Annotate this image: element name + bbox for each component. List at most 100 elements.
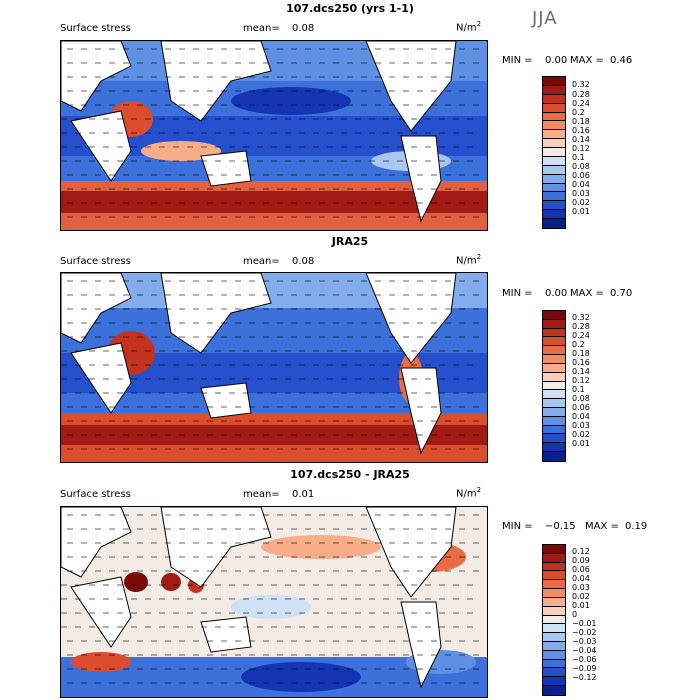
units-label: N/m2 xyxy=(456,486,482,500)
mean-label: mean= xyxy=(243,489,280,500)
min-value: 0.00 xyxy=(545,288,568,299)
min-label: MIN = xyxy=(502,521,533,532)
colorbar-tick: −0.09 xyxy=(572,664,597,673)
colorbar-swatch xyxy=(543,452,565,461)
colorbar-swatch xyxy=(543,545,565,554)
colorbar-tick: 0.06 xyxy=(572,171,590,180)
colorbar-swatch xyxy=(543,156,565,166)
colorbar-tick: 0.12 xyxy=(572,376,590,385)
colorbar-swatch xyxy=(543,355,565,364)
colorbar-tick: 0.06 xyxy=(572,565,590,574)
colorbar-tick: 0.12 xyxy=(572,144,590,153)
colorbar-swatch xyxy=(543,103,565,113)
colorbar-swatch xyxy=(543,372,565,382)
colorbar-swatch xyxy=(543,633,565,642)
season-label: JJA xyxy=(532,8,558,29)
max-label: MAX = xyxy=(585,521,619,532)
colorbar-swatch xyxy=(543,668,565,678)
colorbar-tick: 0.1 xyxy=(572,153,585,162)
map-panel xyxy=(60,40,488,231)
colorbar-tick: 0.28 xyxy=(572,322,590,331)
colorbar-swatch xyxy=(543,390,565,400)
mean-label: mean= xyxy=(243,256,280,267)
field-map xyxy=(61,507,487,697)
colorbar-swatch xyxy=(543,580,565,590)
colorbar-swatch xyxy=(543,399,565,408)
max-label: MAX = xyxy=(570,55,604,66)
colorbar-swatch xyxy=(543,606,565,616)
colorbar-swatch xyxy=(543,130,565,140)
colorbar-tick: −0.03 xyxy=(572,637,597,646)
colorbar-tick: 0.32 xyxy=(572,80,590,89)
colorbar-tick: 0.14 xyxy=(572,367,590,376)
colorbar-swatch xyxy=(543,562,565,572)
colorbar-swatch xyxy=(543,641,565,651)
colorbar-tick: 0.02 xyxy=(572,198,590,207)
colorbar-swatch xyxy=(543,346,565,356)
colorbar-tick: 0.2 xyxy=(572,108,585,117)
colorbar-swatch xyxy=(543,311,565,320)
colorbar-swatch xyxy=(543,165,565,175)
field-map xyxy=(61,273,487,462)
max-value: 0.70 xyxy=(610,288,633,299)
colorbar-swatch xyxy=(543,328,565,338)
colorbar-swatch xyxy=(543,85,565,95)
colorbar-tick: 0.14 xyxy=(572,135,590,144)
colorbar-swatch xyxy=(543,337,565,347)
colorbar-tick: 0.18 xyxy=(572,349,590,358)
colorbar-tick: 0.28 xyxy=(572,90,590,99)
variable-label: Surface stress xyxy=(60,489,131,500)
panel-title: 107.dcs250 - JRA25 xyxy=(290,468,410,481)
colorbar xyxy=(542,76,566,229)
colorbar-tick: 0.32 xyxy=(572,313,590,322)
colorbar-tick: −0.12 xyxy=(572,673,597,682)
colorbar-tick: 0.16 xyxy=(572,358,590,367)
colorbar-tick: 0.03 xyxy=(572,421,590,430)
max-value: 0.19 xyxy=(625,521,648,532)
min-value: 0.00 xyxy=(545,55,568,66)
colorbar-swatch xyxy=(543,210,565,219)
colorbar-tick: 0.01 xyxy=(572,207,590,216)
colorbar-tick: 0.04 xyxy=(572,574,590,583)
colorbar-swatch xyxy=(543,659,565,669)
colorbar xyxy=(542,310,566,462)
colorbar-swatch xyxy=(543,94,565,104)
colorbar-tick: 0.01 xyxy=(572,601,590,610)
colorbar-swatch xyxy=(543,319,565,329)
mean-value: 0.08 xyxy=(292,23,315,34)
colorbar-tick: 0.01 xyxy=(572,439,590,448)
colorbar-tick: 0.2 xyxy=(572,340,585,349)
colorbar xyxy=(542,544,566,696)
max-value: 0.46 xyxy=(610,55,633,66)
panel-title: 107.dcs250 (yrs 1-1) xyxy=(286,2,414,15)
mean-label: mean= xyxy=(243,23,280,34)
colorbar-tick: 0.24 xyxy=(572,331,590,340)
map-panel xyxy=(60,506,488,698)
colorbar-tick: 0.02 xyxy=(572,430,590,439)
units-label: N/m2 xyxy=(456,20,482,34)
colorbar-tick: 0 xyxy=(572,610,578,619)
colorbar-tick: 0.03 xyxy=(572,583,590,592)
colorbar-swatch xyxy=(543,381,565,391)
max-label: MAX = xyxy=(570,288,604,299)
colorbar-swatch xyxy=(543,650,565,660)
colorbar-swatch xyxy=(543,148,565,157)
colorbar-swatch xyxy=(543,589,565,598)
colorbar-swatch xyxy=(543,201,565,211)
colorbar-swatch xyxy=(543,183,565,193)
field-map xyxy=(61,41,487,230)
min-label: MIN = xyxy=(502,55,533,66)
colorbar-tick: −0.01 xyxy=(572,619,597,628)
colorbar-swatch xyxy=(543,443,565,452)
colorbar-tick: 0.06 xyxy=(572,403,590,412)
colorbar-tick: 0.1 xyxy=(572,385,585,394)
colorbar-swatch xyxy=(543,363,565,373)
colorbar-swatch xyxy=(543,624,565,634)
units-label: N/m2 xyxy=(456,253,482,267)
colorbar-swatch xyxy=(543,425,565,435)
colorbar-swatch xyxy=(543,192,565,202)
min-label: MIN = xyxy=(502,288,533,299)
variable-label: Surface stress xyxy=(60,256,131,267)
variable-label: Surface stress xyxy=(60,23,131,34)
mean-value: 0.01 xyxy=(292,489,315,500)
